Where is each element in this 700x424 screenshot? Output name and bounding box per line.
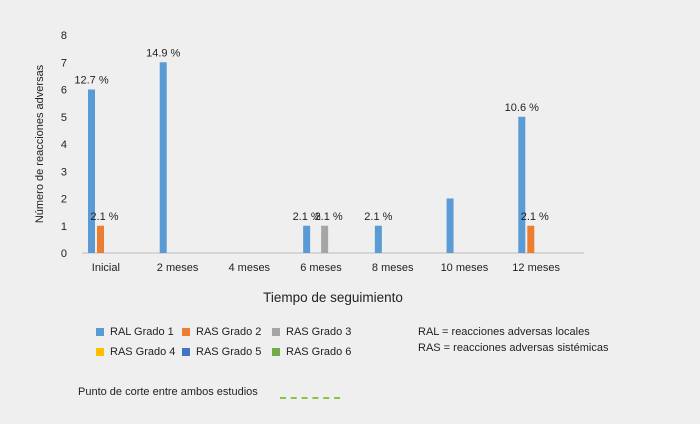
- cutoff-dashed-line: [280, 397, 340, 399]
- legend-label: RAS Grado 6: [286, 346, 352, 358]
- x-tick-label: 4 meses: [228, 262, 270, 274]
- legend-swatch: [96, 348, 104, 356]
- bar: [88, 89, 95, 253]
- legend-label: RAS Grado 4: [110, 346, 176, 358]
- data-label: 12.7 %: [74, 75, 108, 87]
- legend-label: RAS Grado 2: [196, 326, 262, 338]
- legend-item-ras-grado-2: RAS Grado 2: [182, 326, 261, 338]
- data-label: 2.1 %: [315, 211, 343, 223]
- y-tick-label: 6: [61, 85, 67, 97]
- legend-label: RAL Grado 1: [110, 326, 174, 338]
- x-tick-label: 10 meses: [441, 262, 489, 274]
- data-label: 10.6 %: [505, 102, 539, 114]
- data-label: 2.1 %: [364, 211, 392, 223]
- y-tick-label: 2: [61, 194, 67, 206]
- x-tick-label: Inicial: [92, 262, 120, 274]
- note-ral: RAL = reacciones adversas locales: [418, 326, 590, 338]
- legend-swatch: [272, 328, 280, 336]
- bar: [446, 198, 454, 253]
- legend-swatch: [182, 328, 190, 336]
- bar: [518, 116, 526, 253]
- y-tick-label: 5: [61, 112, 67, 124]
- legend-item-ras-grado-6: RAS Grado 6: [272, 346, 351, 358]
- cutoff-label: Punto de corte entre ambos estudios: [78, 386, 258, 398]
- legend-swatch: [272, 348, 280, 356]
- bar: [303, 225, 311, 253]
- x-tick-label: 12 meses: [512, 262, 560, 274]
- y-tick-label: 4: [61, 139, 67, 151]
- y-axis-label: Número de reacciones adversas: [34, 64, 46, 223]
- bar: [321, 225, 329, 253]
- data-label: 2.1 %: [521, 211, 549, 223]
- y-tick-label: 3: [61, 166, 67, 178]
- y-tick-label: 0: [61, 248, 67, 260]
- bar: [97, 225, 104, 253]
- x-tick-label: 8 meses: [372, 262, 414, 274]
- x-tick-label: 6 meses: [300, 262, 342, 274]
- legend-item-ras-grado-3: RAS Grado 3: [272, 326, 351, 338]
- legend-swatch: [96, 328, 104, 336]
- legend-label: RAS Grado 3: [286, 326, 352, 338]
- legend-item-ras-grado-4: RAS Grado 4: [96, 346, 175, 358]
- data-label: 2.1 %: [90, 211, 118, 223]
- y-tick-label: 7: [61, 57, 67, 69]
- y-tick-label: 8: [61, 30, 67, 42]
- bar: [374, 225, 382, 253]
- note-ras: RAS = reacciones adversas sistémicas: [418, 342, 609, 354]
- legend-item-ras-grado-5: RAS Grado 5: [182, 346, 261, 358]
- bar: [159, 62, 167, 253]
- legend-swatch: [182, 348, 190, 356]
- x-axis-label: Tiempo de seguimiento: [263, 290, 403, 305]
- data-label: 14.9 %: [146, 47, 180, 59]
- legend-label: RAS Grado 5: [196, 346, 262, 358]
- bar: [527, 225, 535, 253]
- data-label: 2.1 %: [293, 211, 321, 223]
- legend-item-ral-grado-1: RAL Grado 1: [96, 326, 174, 338]
- y-tick-label: 1: [61, 221, 67, 233]
- x-tick-label: 2 meses: [157, 262, 199, 274]
